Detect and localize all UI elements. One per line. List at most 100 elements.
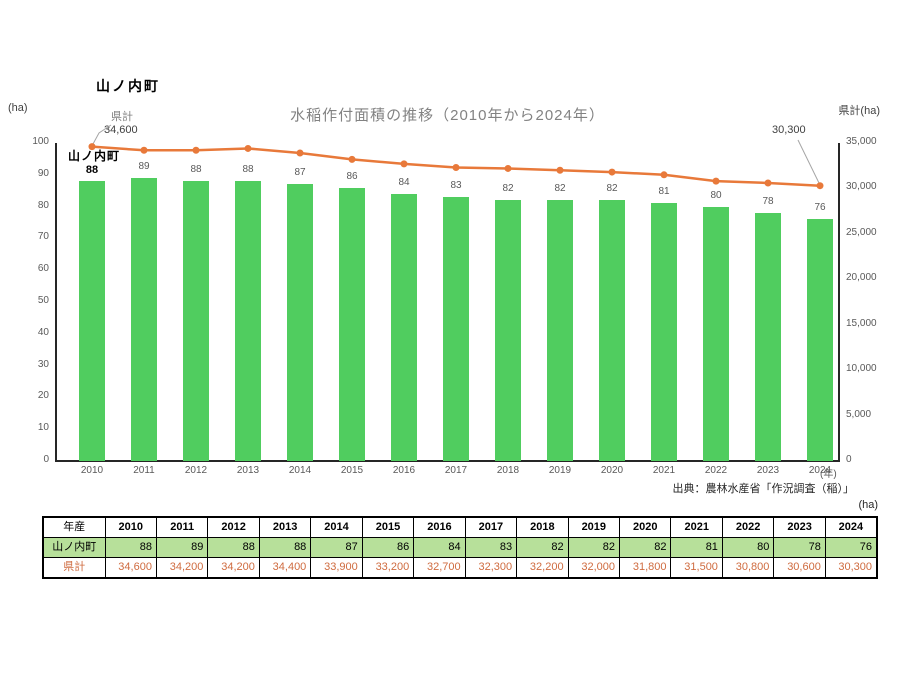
bar-value-label: 88 xyxy=(242,164,254,176)
bar xyxy=(235,181,261,461)
x-axis-tick-label: 2014 xyxy=(288,465,312,476)
table-header-cell: 2015 xyxy=(361,516,415,538)
table-cell: 86 xyxy=(361,537,415,558)
x-axis-tick-label: 2013 xyxy=(236,465,260,476)
y-axis-right-tick-label: 20,000 xyxy=(846,272,877,284)
y-axis-left-tick-label: 90 xyxy=(37,167,49,179)
x-axis-tick-label: 2018 xyxy=(496,465,520,476)
bar xyxy=(443,197,469,461)
data-table: 年産 2010 2011 2012 2013 2014 2015 2016 2017 2018 20… xyxy=(42,516,878,579)
table-unit-label: (ha) xyxy=(858,499,878,511)
table-cell: 80 xyxy=(721,537,775,558)
y-axis-right-tick-label: 30,000 xyxy=(846,181,877,193)
table-header-cell: 2013 xyxy=(258,516,312,538)
line-point xyxy=(244,144,252,152)
y-axis-right-line xyxy=(838,143,840,462)
table-row-label: 県計 xyxy=(42,557,106,579)
bar-series-label: 山ノ内町 xyxy=(68,149,121,163)
line-point xyxy=(348,155,356,163)
line-point xyxy=(608,168,616,176)
table-cell: 84 xyxy=(413,537,466,558)
page-title: 山ノ内町 xyxy=(96,78,160,94)
table-header-row: 年産 2010 2011 2012 2013 2014 2015 2016 2017 2018 20… xyxy=(42,516,878,538)
x-axis-tick-label: 2023 xyxy=(756,465,780,476)
y-axis-left-line xyxy=(55,143,57,462)
plot-area: (年) 0 10 20 30 40 50 60 70 80 90 100 0 5,000 10,000 15… xyxy=(32,124,877,480)
line-series-callout-label: 県計 xyxy=(111,111,133,123)
bar-value-label: 84 xyxy=(398,176,410,188)
table-cell: 34,400 xyxy=(258,557,312,579)
y-axis-left-tick-label: 0 xyxy=(43,454,49,465)
table-cell: 88 xyxy=(207,537,260,558)
y-axis-left-tick-label: 60 xyxy=(37,263,49,275)
table-header-cell: 2019 xyxy=(567,516,621,538)
bar-value-label: 88 xyxy=(190,164,202,176)
x-axis-tick-label: 2022 xyxy=(704,465,728,476)
bar xyxy=(807,219,833,461)
bar-value-label: 83 xyxy=(450,180,462,192)
y-axis-right-tick-label: 25,000 xyxy=(846,226,877,238)
bar xyxy=(651,203,677,461)
table-cell: 30,300 xyxy=(824,557,878,579)
y-axis-right-tick-label: 10,000 xyxy=(846,363,877,375)
x-axis-tick-label: 2024 xyxy=(808,465,832,476)
bar-value-label: 78 xyxy=(762,195,774,207)
bar-value-label: 82 xyxy=(606,183,618,195)
line-point xyxy=(660,171,668,179)
table-cell: 34,200 xyxy=(207,557,260,579)
y-axis-right-tick-label: 15,000 xyxy=(846,317,877,329)
line-point xyxy=(192,146,200,154)
table-cell: 34,600 xyxy=(104,557,157,579)
bar xyxy=(391,193,417,461)
annotation-leader-line xyxy=(797,139,820,184)
y-axis-left-tick-label: 20 xyxy=(37,390,49,402)
bar-value-label: 80 xyxy=(710,189,722,201)
y-axis-left-tick-label: 100 xyxy=(32,136,49,147)
bar xyxy=(79,181,105,461)
x-axis-tick-label: 2011 xyxy=(133,465,155,476)
table-header-cell: 2021 xyxy=(670,516,723,538)
table-header-cell: 2023 xyxy=(773,516,826,538)
table-cell: 32,200 xyxy=(516,557,569,579)
x-axis-tick-label: 2012 xyxy=(184,465,208,476)
y-axis-right-tick-label: 0 xyxy=(846,454,852,465)
bar-value-label: 86 xyxy=(346,170,358,182)
table-cell: 82 xyxy=(619,537,672,558)
y-axis-left-tick-label: 40 xyxy=(37,326,49,338)
x-axis-tick-label: 2020 xyxy=(600,465,624,476)
table-header-cell: 2016 xyxy=(413,516,466,538)
table-header-cell: 2010 xyxy=(104,516,157,538)
bar xyxy=(599,200,625,461)
table-cell: 88 xyxy=(258,537,312,558)
table-cell: 30,600 xyxy=(773,557,826,579)
table-header-cell: 2014 xyxy=(310,516,363,538)
table-cell: 82 xyxy=(516,537,569,558)
bar-value-label: 87 xyxy=(294,167,306,179)
table-cell: 88 xyxy=(104,537,157,558)
table-cell: 82 xyxy=(567,537,621,558)
prefecture-trend-line-layer xyxy=(88,124,824,190)
table-cell: 32,300 xyxy=(464,557,518,579)
table-header-cell: 2017 xyxy=(464,516,518,538)
line-point xyxy=(140,146,148,154)
x-axis-tick-label: 2021 xyxy=(652,465,676,476)
table-row-label: 山ノ内町 xyxy=(42,537,106,558)
table-cell: 76 xyxy=(824,537,878,558)
y-axis-left-tick-label: 70 xyxy=(37,231,49,243)
table-header-cell: 2020 xyxy=(619,516,672,538)
line-end-value-annotation: 30,300 xyxy=(772,124,806,136)
bar xyxy=(755,212,781,461)
table-cell: 83 xyxy=(464,537,518,558)
source-note: 出典：農林水産省「作況調査（稲）」 xyxy=(672,483,855,495)
table-cell: 81 xyxy=(670,537,723,558)
table-cell: 31,500 xyxy=(670,557,723,579)
table-row: 山ノ内町 88 89 88 88 87 86 84 83 82 82 82 81 80 78 76 xyxy=(42,537,878,558)
table-cell: 87 xyxy=(310,537,363,558)
table-cell: 33,200 xyxy=(361,557,415,579)
line-point xyxy=(764,179,772,187)
x-axis-unit-label: (年) xyxy=(820,469,837,480)
y-axis-left-tick-label: 10 xyxy=(37,422,49,434)
bar-value-label: 81 xyxy=(658,186,670,198)
x-axis-tick-label: 2016 xyxy=(392,465,416,476)
line-point xyxy=(816,182,824,190)
